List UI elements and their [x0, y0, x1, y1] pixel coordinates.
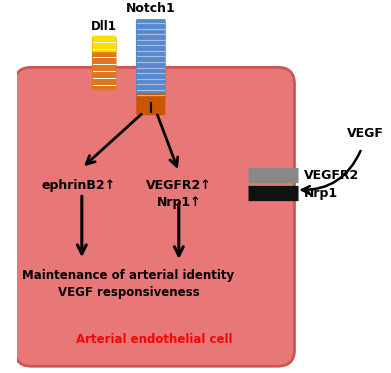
- Text: Maintenance of arterial identity
VEGF responsiveness: Maintenance of arterial identity VEGF re…: [22, 269, 235, 299]
- Text: ephrinB2↑: ephrinB2↑: [41, 179, 115, 192]
- Text: Notch1: Notch1: [126, 2, 176, 15]
- Text: VEGFR2: VEGFR2: [304, 169, 359, 182]
- Text: VEGF: VEGF: [347, 128, 384, 141]
- FancyBboxPatch shape: [92, 37, 117, 90]
- FancyBboxPatch shape: [136, 93, 165, 115]
- Text: VEGFR2↑
Nrp1↑: VEGFR2↑ Nrp1↑: [146, 179, 212, 209]
- Text: Arterial endothelial cell: Arterial endothelial cell: [76, 333, 233, 346]
- Text: Nrp1: Nrp1: [304, 187, 338, 200]
- FancyBboxPatch shape: [92, 36, 116, 52]
- FancyBboxPatch shape: [136, 19, 166, 99]
- FancyBboxPatch shape: [15, 68, 294, 366]
- Text: Dll1: Dll1: [91, 20, 117, 33]
